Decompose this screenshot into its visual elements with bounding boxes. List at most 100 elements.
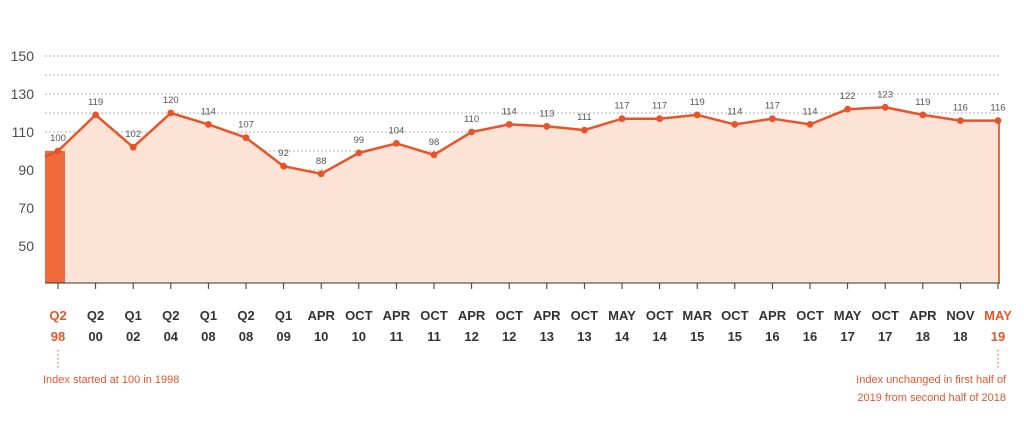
x-tick-label-top: OCT xyxy=(871,308,899,323)
x-tick-label-top: OCT xyxy=(571,308,599,323)
data-points xyxy=(54,103,1002,178)
data-point xyxy=(317,170,325,178)
data-label: 123 xyxy=(877,89,893,100)
data-point xyxy=(129,143,137,151)
data-label: 119 xyxy=(88,97,103,108)
data-point xyxy=(806,121,814,128)
data-point xyxy=(994,117,1002,124)
data-point xyxy=(92,111,99,119)
x-axis xyxy=(45,282,1000,368)
end-highlight-bar xyxy=(998,120,1000,283)
data-point xyxy=(844,105,851,113)
x-tick-label-top: Q1 xyxy=(275,308,292,323)
x-tick-label-top: OCT xyxy=(796,308,824,323)
data-point xyxy=(919,111,927,119)
data-label: 122 xyxy=(840,91,856,102)
data-label: 117 xyxy=(614,101,629,112)
x-tick-label-bottom: 16 xyxy=(765,329,779,344)
x-tick-label-bottom: 10 xyxy=(314,329,328,344)
y-tick-label: 50 xyxy=(18,238,34,254)
data-point xyxy=(393,140,400,147)
data-label: 116 xyxy=(990,103,1005,114)
data-label: 99 xyxy=(354,135,365,146)
y-tick-label: 150 xyxy=(11,48,35,64)
data-point xyxy=(468,128,475,136)
data-label: 114 xyxy=(502,106,517,117)
annotation-end-line-1: Index unchanged in first half of xyxy=(856,374,1006,386)
x-tick-label-bottom: 11 xyxy=(390,329,404,344)
data-label: 88 xyxy=(316,156,327,167)
x-tick-label-top: Q1 xyxy=(200,308,217,323)
x-tick-label-bottom: 17 xyxy=(878,329,892,344)
annotation-end: Index unchanged in first half of 2019 fr… xyxy=(856,371,1006,407)
data-label: 111 xyxy=(577,112,591,123)
data-label: 114 xyxy=(201,106,216,117)
data-point xyxy=(543,122,551,130)
x-tick-label-bottom: 15 xyxy=(690,329,704,344)
x-tick-label-top: OCT xyxy=(495,308,523,323)
x-tick-label-top: OCT xyxy=(420,308,448,323)
x-tick-label-top: Q2 xyxy=(162,308,179,323)
x-tick-label-bottom: 13 xyxy=(540,329,554,344)
x-tick-label-top: MAR xyxy=(682,308,712,323)
x-tick-label-top: MAY xyxy=(834,308,862,323)
data-label: 117 xyxy=(765,101,780,112)
x-tick-label-top: Q2 xyxy=(237,308,254,323)
x-tick-label-bottom: 08 xyxy=(201,329,215,344)
x-tick-label-bottom: 98 xyxy=(51,329,65,344)
x-tick-label-bottom: 19 xyxy=(991,329,1005,344)
x-tick-label-top: APR xyxy=(909,308,937,323)
x-tick-label-bottom: 16 xyxy=(803,329,817,344)
y-tick-label: 130 xyxy=(11,86,35,102)
x-tick-label-top: APR xyxy=(759,308,787,323)
x-tick-label-bottom: 13 xyxy=(577,329,591,344)
start-highlight-bar xyxy=(45,151,65,283)
y-tick-labels: 50 70 90 110 130 150 xyxy=(11,48,35,254)
x-tick-labels: Q2 98 Q2 00 Q1 02 Q2 04 Q1 08 Q2 08 Q1 09 APR 10 OCT 10 AP… xyxy=(49,308,1012,344)
x-tick-label-bottom: 14 xyxy=(652,329,667,344)
x-tick-label-bottom: 17 xyxy=(840,329,854,344)
y-tick-label: 110 xyxy=(12,124,35,140)
data-point xyxy=(167,109,175,117)
data-point xyxy=(957,117,964,124)
annotation-start-text: Index started at 100 in 1998 xyxy=(43,374,180,386)
x-tick-label-bottom: 02 xyxy=(126,329,140,344)
series-line-path xyxy=(44,106,1000,176)
x-tick-label-bottom: 09 xyxy=(276,329,290,344)
data-point xyxy=(769,115,776,123)
x-tick-label-bottom: 12 xyxy=(502,329,516,344)
data-label: 119 xyxy=(915,97,930,108)
x-tick-label-top: Q2 xyxy=(49,308,66,323)
data-label: 120 xyxy=(163,95,179,106)
x-tick-label-top: OCT xyxy=(721,308,749,323)
data-point xyxy=(355,149,363,157)
data-label: 104 xyxy=(388,125,404,136)
x-tick-label-top: APR xyxy=(383,308,411,323)
data-point xyxy=(205,121,212,128)
x-tick-label-bottom: 00 xyxy=(88,329,102,344)
x-tick-label-bottom: 08 xyxy=(239,329,253,344)
x-tick-label-top: APR xyxy=(533,308,561,323)
x-tick-label-top: NOV xyxy=(946,308,975,323)
data-point xyxy=(430,151,438,159)
data-labels: 100 119 102 120 114 107 92 88 99 104 98 110 114 113 11… xyxy=(50,89,1006,167)
data-point xyxy=(505,121,513,128)
annotation-end-line-2: 2019 from second half of 2018 xyxy=(857,392,1006,404)
x-tick-label-top: OCT xyxy=(646,308,674,323)
data-point xyxy=(280,162,287,170)
x-tick-label-bottom: 14 xyxy=(615,329,630,344)
x-tick-label-top: Q2 xyxy=(87,308,104,323)
data-point xyxy=(656,115,663,123)
series-line xyxy=(44,106,1000,176)
data-point xyxy=(581,126,588,134)
x-tick-label-bottom: 11 xyxy=(427,329,441,344)
x-tick-label-bottom: 18 xyxy=(953,329,967,344)
data-label: 100 xyxy=(50,133,66,144)
area-fill xyxy=(45,107,1000,283)
x-tick-label-bottom: 18 xyxy=(916,329,930,344)
annotation-start: Index started at 100 in 1998 xyxy=(43,371,179,389)
x-tick-label-top: MAY xyxy=(608,308,636,323)
x-tick-label-top: APR xyxy=(307,308,335,323)
x-tick-label-bottom: 04 xyxy=(164,329,179,344)
